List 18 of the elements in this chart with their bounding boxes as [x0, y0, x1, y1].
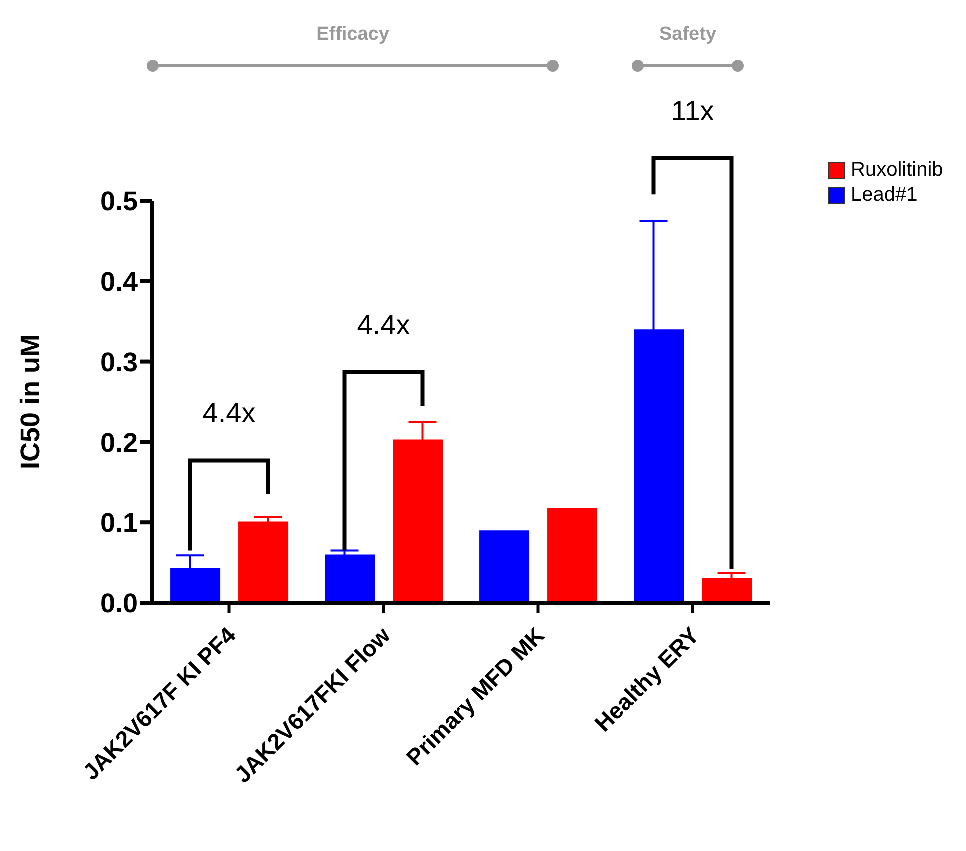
text: 11x [671, 95, 714, 126]
y-tick-label: 0.0 [100, 588, 138, 619]
y-tick-label: 0.4 [100, 266, 138, 297]
bar [702, 578, 752, 603]
bar [325, 554, 376, 603]
legend-label: Ruxolitinib [851, 159, 944, 182]
text: Safety [659, 24, 717, 45]
y-tick-label: 0.5 [100, 186, 138, 217]
y-axis-title: IC50 in uM [16, 334, 46, 470]
y-tick-label: 0.1 [100, 508, 138, 538]
annotation: 4.4x [202, 398, 256, 429]
text: Efficacy [316, 24, 390, 45]
legend-label: Lead#1 [851, 184, 918, 207]
y-tick-label: 0.2 [100, 428, 138, 458]
y-tick-label: 0.3 [100, 347, 138, 378]
annotation: 4.4x [357, 309, 410, 340]
bar [548, 508, 598, 603]
bar [480, 530, 530, 603]
